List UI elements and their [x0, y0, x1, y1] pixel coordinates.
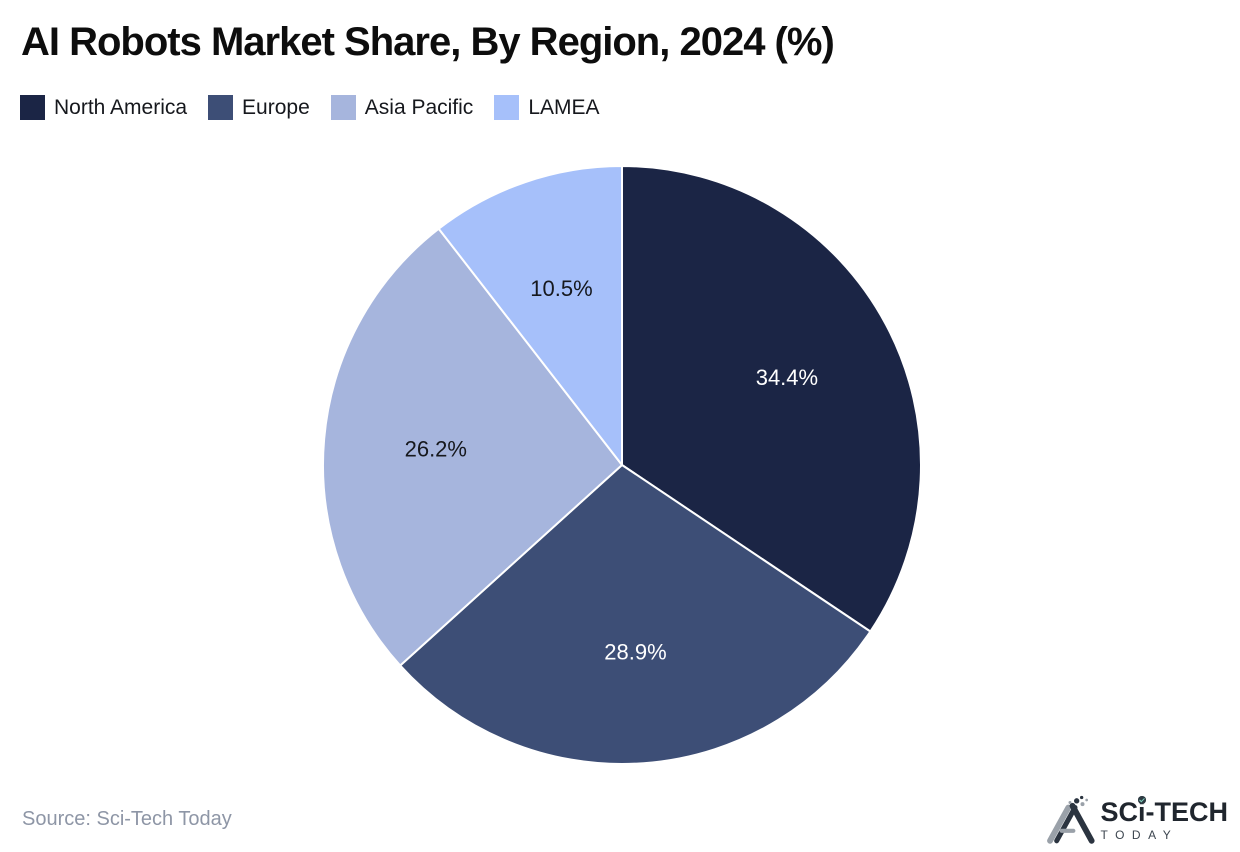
legend-label: North America: [54, 95, 188, 119]
legend-swatch: [330, 95, 356, 120]
sci-tech-today-logo: SCi-TECH TODAY: [1045, 794, 1228, 846]
legend-item-asia-pacific[interactable]: Asia Pacific: [330, 95, 474, 120]
pie-slice-value-label: 10.5%: [530, 276, 592, 301]
logo-mountain-icon: [1047, 795, 1096, 844]
legend-item-north-america[interactable]: North America: [20, 95, 187, 120]
chart-title: AI Robots Market Share, By Region, 2024 …: [21, 20, 835, 64]
source-attribution: Source: Sci-Tech Today: [22, 808, 232, 830]
legend-swatch: [208, 95, 234, 120]
pie-slice-value-label: 28.9%: [604, 639, 666, 664]
logo-brand-sc: SC: [1100, 797, 1138, 827]
pie-slice-north-america[interactable]: [621, 165, 922, 633]
legend-label: Asia Pacific: [364, 95, 474, 119]
legend-item-lamea[interactable]: LAMEA: [494, 95, 600, 120]
logo-brand-sub: TODAY: [1100, 828, 1179, 842]
logo-text: SCi-TECH TODAY: [1100, 799, 1228, 842]
pie-slice-europe[interactable]: [399, 464, 872, 765]
legend-label: Europe: [242, 95, 310, 119]
legend-swatch: [20, 95, 45, 120]
pie-slice-value-label: 34.4%: [756, 365, 818, 390]
pie-slice-asia-pacific[interactable]: [322, 227, 623, 667]
chart-legend: North America Europe Asia Pacific LAMEA: [20, 95, 621, 120]
legend-label: LAMEA: [528, 95, 600, 119]
logo-brand-name: SCi-TECH: [1100, 799, 1228, 826]
pie-slice-value-label: 26.2%: [405, 437, 467, 462]
logo-brand-i: i: [1137, 797, 1146, 827]
pie-slice-lamea[interactable]: [437, 165, 623, 466]
legend-swatch: [494, 95, 520, 120]
legend-item-europe[interactable]: Europe: [208, 95, 310, 120]
logo-brand-tech: -TECH: [1145, 797, 1229, 827]
